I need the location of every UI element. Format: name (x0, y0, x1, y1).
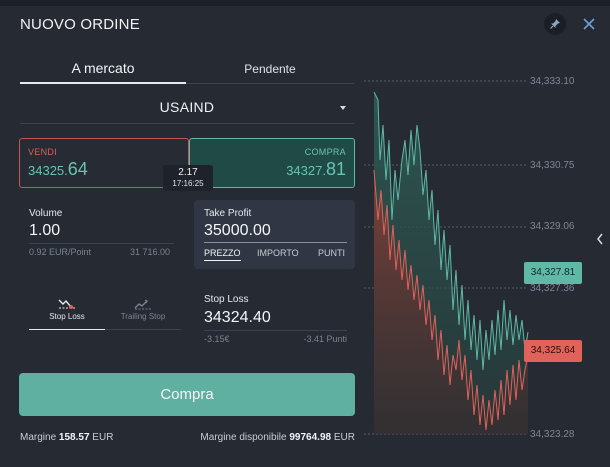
stop-loss-input[interactable]: 34324.40 (204, 309, 271, 326)
trailing-stop-icon (134, 299, 151, 310)
tp-tab-points[interactable]: PUNTI (318, 248, 345, 258)
price-chart (364, 80, 529, 435)
bid-price-tag: 34,325.64 (524, 340, 582, 362)
volume-input[interactable]: 1.00 (29, 222, 61, 239)
top-bar (0, 0, 610, 6)
take-profit-input[interactable]: 35000.00 (204, 222, 271, 239)
tab-market[interactable]: A mercato (20, 60, 186, 84)
tp-tab-price[interactable]: PREZZO (204, 248, 241, 261)
ask-price-tag: 34,327.81 (524, 262, 582, 284)
bid-area (374, 170, 528, 434)
buy-price-main: 34327. (286, 163, 326, 178)
buy-label: COMPRA (304, 147, 346, 157)
tab-trailing-stop[interactable]: Trailing Stop (105, 296, 181, 330)
collapse-panel-button[interactable] (593, 230, 607, 248)
take-profit-label: Take Profit (204, 208, 252, 219)
sell-button[interactable]: VENDI 34325.64 (19, 138, 189, 188)
stop-loss-tab-label: Stop Loss (49, 312, 85, 321)
available-margin-info: Margine disponibile 99764.98 EUR (198, 432, 355, 443)
tab-stop-loss[interactable]: Stop Loss (29, 296, 105, 330)
sell-label: VENDI (28, 147, 58, 157)
dialog-title: NUOVO ORDINE (20, 16, 140, 33)
take-profit-divider (204, 242, 347, 243)
instrument-name: USAIND (159, 99, 215, 115)
spread-value: 2.17 (178, 167, 198, 178)
buy-submit-button[interactable]: Compra (19, 373, 355, 416)
stop-loss-icon (58, 299, 75, 309)
sell-price-main: 34325. (28, 163, 68, 178)
instrument-select[interactable]: USAIND (20, 92, 354, 124)
close-button[interactable] (579, 14, 599, 34)
margin-info: Margine 158.57 EUR (20, 432, 113, 443)
stop-loss-points: -3.41 Punti (303, 334, 347, 344)
volume-amount: 31 716.00 (129, 247, 170, 257)
available-margin-value: 99764.98 (289, 432, 332, 443)
volume-divider (29, 243, 174, 244)
margin-label: Margine (20, 432, 57, 443)
volume-point-value: 0.92 EUR/Point (29, 247, 92, 257)
pin-icon (550, 19, 560, 29)
buy-price-frac: 81 (325, 159, 346, 179)
available-margin-label: Margine disponibile (200, 432, 287, 443)
spread-badge: 2.17 17:16:25 (163, 165, 213, 191)
tp-tab-amount[interactable]: IMPORTO (257, 248, 299, 258)
price-tick-label: 34,327.36 (530, 283, 575, 294)
price-tick-label: 34,323.28 (530, 429, 575, 440)
price-tick-label: 34,330.75 (530, 160, 575, 171)
sell-price: 34325.64 (28, 159, 88, 180)
tab-pending[interactable]: Pendente (186, 60, 354, 84)
bid-line (373, 169, 529, 431)
pin-button[interactable] (544, 13, 566, 35)
take-profit-panel: Take Profit 35000.00 PREZZO IMPORTO PUNT… (194, 200, 355, 269)
ask-line (373, 91, 529, 371)
stop-loss-label: Stop Loss (204, 294, 249, 305)
margin-currency: EUR (92, 432, 114, 443)
buy-button[interactable]: COMPRA 34327.81 (189, 138, 355, 188)
trailing-stop-tab-label: Trailing Stop (120, 312, 166, 321)
price-tick-label: 34,329.06 (530, 221, 575, 232)
volume-label: Volume (29, 208, 63, 219)
chevron-down-icon (340, 106, 346, 110)
sell-price-frac: 64 (67, 159, 88, 179)
buy-price: 34327.81 (286, 159, 346, 180)
available-margin-currency: EUR (333, 432, 355, 443)
price-tick-label: 34,333.10 (530, 76, 575, 87)
chevron-left-icon (597, 233, 603, 245)
quote-time: 17:16:25 (172, 179, 204, 188)
margin-value: 158.57 (58, 432, 90, 443)
close-icon (583, 18, 595, 30)
stop-loss-amount: -3.15€ (204, 334, 230, 344)
stop-loss-divider (204, 330, 347, 331)
